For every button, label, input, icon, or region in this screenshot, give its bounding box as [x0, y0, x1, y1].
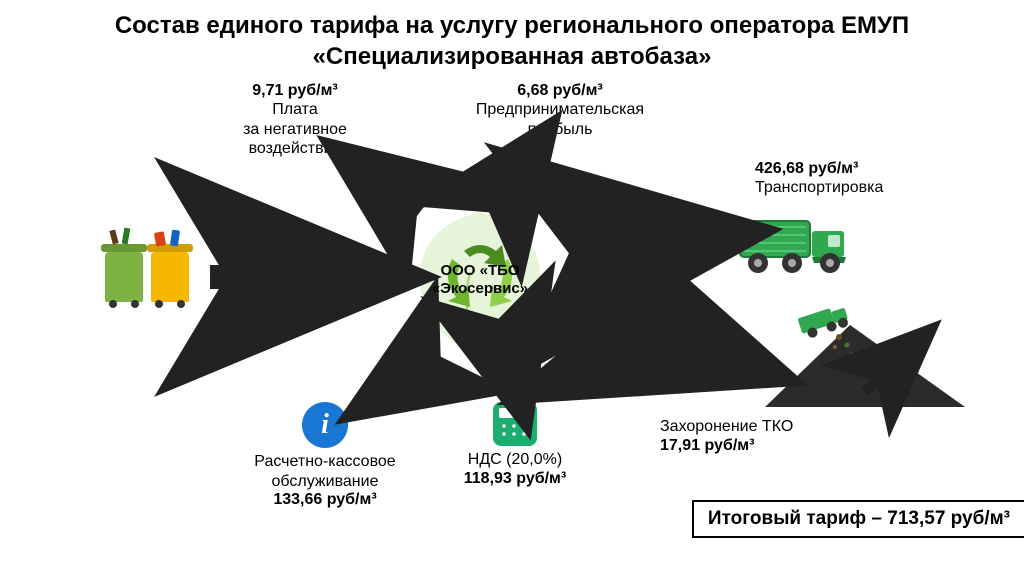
node-vat: НДС (20,0%) 118,93 руб/м³ — [440, 402, 590, 487]
node-profit: 6,68 руб/м³ Предпринимательская прибыль — [440, 82, 680, 138]
node-cash-service: i Расчетно-кассовое обслуживание 133,66 … — [225, 402, 425, 508]
bin-green — [105, 252, 143, 302]
node-transport: 426,68 руб/м³ Транспортировка — [755, 160, 955, 197]
landfill-icon — [755, 307, 975, 422]
label-vat: НДС (20,0%) — [440, 450, 590, 469]
calculator-icon — [493, 402, 537, 446]
page-title: Состав единого тарифа на услугу регионал… — [0, 0, 1024, 72]
label-transport: Транспортировка — [755, 178, 955, 197]
center-label: ООО «ТБО «Экосервис» — [400, 262, 560, 298]
node-negative-impact: 9,71 руб/м³ Плата за негативное воздейст… — [200, 82, 390, 158]
label-negative-impact: Плата за негативное воздействие — [200, 100, 390, 158]
diagram-canvas: ООО «ТБО «Экосервис» — [0, 72, 1024, 562]
info-icon: i — [302, 402, 348, 448]
truck-icon — [730, 207, 860, 282]
label-burial: Захоронение ТКО — [660, 417, 860, 436]
total-tariff: Итоговый тариф – 713,57 руб/м³ — [692, 500, 1024, 538]
node-burial: Захоронение ТКО 17,91 руб/м³ — [660, 417, 860, 454]
center-node: ООО «ТБО «Экосервис» — [400, 202, 560, 362]
label-profit: Предпринимательская прибыль — [440, 100, 680, 138]
bin-yellow — [151, 252, 189, 302]
label-cash-service: Расчетно-кассовое обслуживание — [225, 452, 425, 490]
